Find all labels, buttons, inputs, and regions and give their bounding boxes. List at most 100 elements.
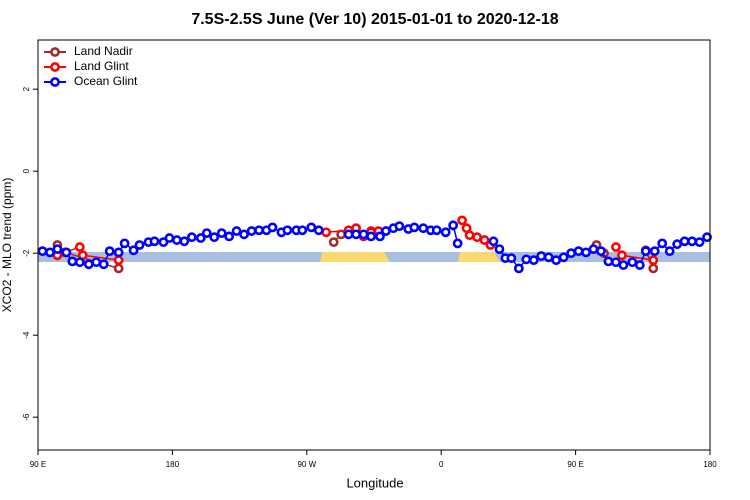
data-point: [91, 257, 102, 268]
data-point: [657, 238, 668, 249]
data-point: [448, 220, 459, 231]
x-tick-label: 90 W: [297, 460, 316, 469]
data-point: [648, 263, 659, 274]
data-point: [581, 247, 591, 258]
data-point: [74, 242, 85, 252]
land-band: [320, 252, 390, 262]
legend-marker: [50, 62, 60, 72]
data-point: [440, 227, 451, 238]
data-point: [611, 257, 621, 268]
data-point: [452, 238, 463, 249]
data-point: [231, 226, 242, 236]
data-point: [328, 237, 339, 248]
data-point: [313, 225, 324, 236]
data-point: [134, 240, 145, 250]
legend-label: Ocean Glint: [74, 74, 138, 88]
data-point: [558, 252, 569, 263]
data-point: [164, 233, 175, 243]
y-tick-label: -4: [22, 331, 31, 339]
data-point: [104, 246, 115, 257]
data-point: [209, 232, 220, 243]
data-point: [351, 229, 361, 240]
legend-marker: [50, 77, 60, 87]
data-point: [128, 245, 139, 256]
data-point: [52, 244, 63, 254]
land-band: [458, 252, 500, 262]
data-point: [679, 236, 690, 247]
data-point: [179, 236, 190, 247]
data-point: [672, 239, 683, 250]
data-point: [543, 252, 554, 263]
x-axis-label: Longitude: [346, 475, 403, 490]
y-tick-label: -2: [22, 249, 31, 257]
data-point: [634, 260, 645, 270]
data-point: [588, 244, 599, 254]
data-point: [61, 247, 72, 258]
data-point: [409, 222, 420, 233]
data-point: [186, 232, 197, 243]
data-point: [464, 230, 475, 241]
data-point: [431, 225, 442, 236]
data-point: [83, 259, 94, 270]
data-point: [343, 229, 354, 240]
data-point: [687, 236, 697, 247]
data-point: [216, 228, 227, 239]
data-point: [45, 247, 55, 258]
data-point: [195, 233, 206, 243]
data-point: [321, 227, 332, 238]
data-point: [488, 236, 499, 247]
data-point: [246, 226, 257, 236]
data-point: [457, 215, 468, 226]
data-point: [479, 235, 490, 245]
data-point: [267, 222, 278, 233]
data-point: [239, 229, 249, 240]
data-point: [119, 238, 130, 249]
data-point: [627, 257, 638, 268]
data-point: [573, 246, 584, 257]
data-point: [506, 253, 517, 264]
data-point: [566, 248, 577, 259]
data-point: [366, 231, 376, 242]
plot-area: [37, 215, 712, 274]
data-point: [649, 246, 660, 257]
x-tick-label: 90 E: [567, 460, 583, 469]
data-point: [648, 255, 659, 266]
x-tick-label: 0: [439, 460, 444, 469]
data-point: [113, 255, 124, 266]
x-tick-label: 90 E: [30, 460, 46, 469]
data-point: [113, 247, 124, 258]
legend-label: Land Nadir: [74, 44, 133, 58]
data-point: [37, 246, 48, 257]
data-point: [113, 263, 124, 274]
y-tick-label: -6: [22, 413, 31, 421]
legend-label: Land Glint: [74, 59, 129, 73]
data-point: [536, 251, 547, 261]
x-tick-label: 180: [703, 460, 717, 469]
data-point: [640, 246, 651, 257]
data-point: [418, 223, 429, 234]
data-point: [98, 259, 109, 270]
y-tick-label: 0: [22, 168, 31, 173]
x-tick-label: 180: [166, 460, 180, 469]
data-point: [694, 237, 705, 248]
data-point: [616, 250, 627, 261]
y-tick-label: 2: [22, 86, 31, 91]
data-point: [551, 255, 562, 266]
data-point: [521, 254, 532, 265]
data-point: [611, 242, 621, 252]
data-point: [254, 225, 264, 236]
y-axis-label: XCO2 - MLO trend (ppm): [0, 178, 14, 313]
data-point: [297, 225, 308, 236]
data-point: [618, 260, 629, 270]
data-point: [596, 246, 606, 257]
data-point: [171, 235, 182, 245]
data-point: [149, 236, 160, 247]
data-point: [528, 255, 539, 266]
legend-marker: [50, 47, 60, 57]
data-point: [67, 256, 78, 267]
plot-frame: [37, 39, 711, 451]
data-point: [74, 257, 85, 268]
data-point: [358, 229, 369, 240]
